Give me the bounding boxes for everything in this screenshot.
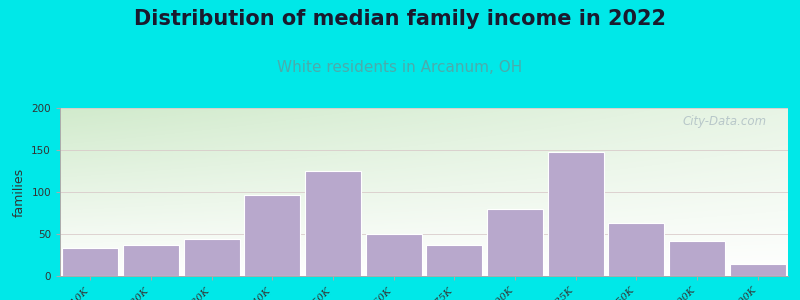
Bar [184, 239, 239, 276]
Bar [305, 171, 361, 276]
Bar [730, 264, 786, 276]
Bar [669, 241, 725, 276]
Bar [548, 152, 603, 276]
Text: City-Data.com: City-Data.com [682, 115, 766, 128]
Bar [487, 209, 543, 276]
Text: Distribution of median family income in 2022: Distribution of median family income in … [134, 9, 666, 29]
Bar [366, 234, 422, 276]
Bar [245, 195, 300, 276]
Bar [426, 245, 482, 276]
Bar [123, 245, 179, 276]
Bar [62, 248, 118, 276]
Text: White residents in Arcanum, OH: White residents in Arcanum, OH [278, 60, 522, 75]
Bar [609, 223, 664, 276]
Y-axis label: families: families [13, 167, 26, 217]
